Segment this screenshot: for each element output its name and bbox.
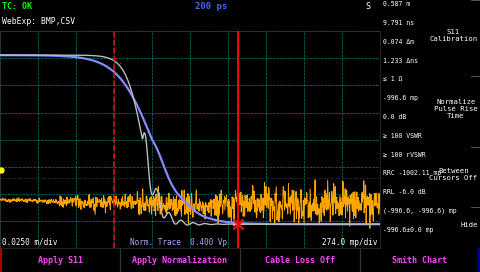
Text: Normalize
Pulse Rise
Time: Normalize Pulse Rise Time	[434, 99, 478, 119]
Text: Norm. Trace  0.400 Vp: Norm. Trace 0.400 Vp	[130, 238, 227, 247]
Text: Cable Loss Off: Cable Loss Off	[265, 255, 335, 265]
Text: Apply S11: Apply S11	[37, 255, 83, 265]
Text: ≥ 100 VSWR: ≥ 100 VSWR	[383, 133, 421, 139]
Text: Hide: Hide	[460, 222, 478, 228]
Text: Smith Chart: Smith Chart	[393, 255, 447, 265]
Text: 0.587 m: 0.587 m	[383, 1, 410, 7]
Text: TC: OK: TC: OK	[2, 2, 32, 11]
Text: 200 ps: 200 ps	[195, 2, 228, 11]
Text: -996.6 mp: -996.6 mp	[383, 95, 418, 101]
Text: Between
Cursors Off: Between Cursors Off	[430, 168, 478, 181]
Text: S: S	[366, 2, 371, 11]
Text: WebExp: BMP,CSV: WebExp: BMP,CSV	[2, 17, 75, 26]
Text: 0.0250 m/div: 0.0250 m/div	[2, 238, 58, 247]
Text: 274.0 mp/div: 274.0 mp/div	[322, 238, 378, 247]
Text: S11
Calibration: S11 Calibration	[430, 29, 478, 42]
Text: ≤ 1 Ω: ≤ 1 Ω	[383, 76, 402, 82]
Text: 0.0 dB: 0.0 dB	[383, 114, 406, 120]
Text: 0.074 Δm: 0.074 Δm	[383, 39, 414, 45]
Text: ≥ 100 rVSWR: ≥ 100 rVSWR	[383, 152, 425, 157]
Text: (-996.6, -996.6) mp: (-996.6, -996.6) mp	[383, 208, 456, 214]
Text: Apply Normalization: Apply Normalization	[132, 255, 228, 265]
Text: -996.6±0.0 mp: -996.6±0.0 mp	[383, 227, 433, 233]
Text: RRC -1002.11 mp: RRC -1002.11 mp	[383, 170, 441, 176]
Text: 9.791 ns: 9.791 ns	[383, 20, 414, 26]
Text: RRL -6.0 dB: RRL -6.0 dB	[383, 189, 425, 195]
Text: 1.233 Δns: 1.233 Δns	[383, 58, 418, 64]
